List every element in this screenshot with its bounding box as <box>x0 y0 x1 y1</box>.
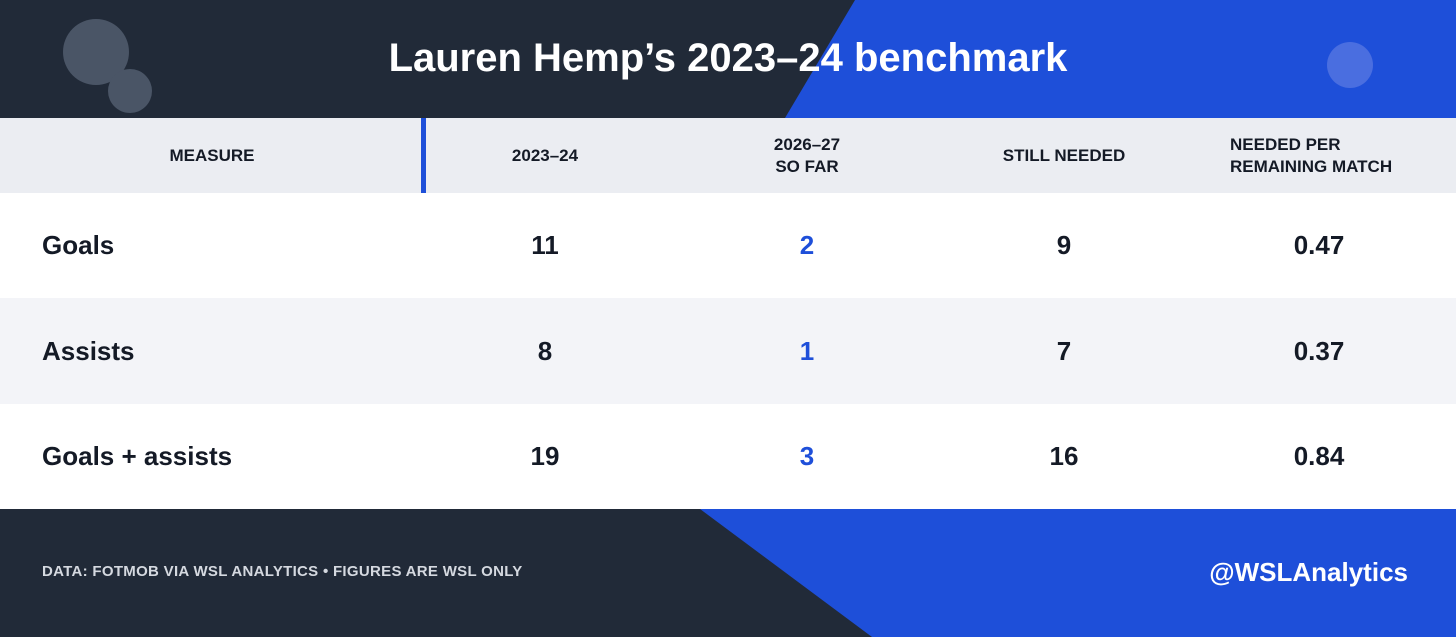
header-line: 2026–27 <box>773 134 841 154</box>
cell-value: 11 <box>531 230 559 260</box>
table-row: Goals + assists 19 3 16 0.84 <box>0 404 1456 509</box>
cell-value: 7 <box>1056 335 1072 366</box>
header-line: REMAINING MATCH <box>1230 156 1393 176</box>
source-note: DATA: FOTMOB VIA WSL ANALYTICS • FIGURES… <box>42 563 523 580</box>
column-header: STILL NEEDED <box>964 118 1164 193</box>
cell-value: 16 <box>1049 441 1079 471</box>
cell-value: 0.37 <box>1293 335 1345 366</box>
cell-value: 8 <box>537 335 553 366</box>
column-header: MEASURE <box>0 118 424 193</box>
row-label: Assists <box>42 335 135 366</box>
header-line: 2023–24 <box>511 145 579 165</box>
cell-value: 0.47 <box>1293 230 1345 260</box>
table-row: Goals 11 2 9 0.47 <box>0 193 1456 298</box>
header-line: STILL NEEDED <box>1002 145 1126 165</box>
row-label: Goals + assists <box>42 441 233 471</box>
column-header: 2026–27 SO FAR <box>707 118 907 193</box>
column-header: 2023–24 <box>445 118 645 193</box>
cell-value: 1 <box>799 335 815 366</box>
cell-value: 2 <box>799 230 815 260</box>
handle: @WSLAnalytics <box>1209 557 1408 587</box>
table-row: Assists 8 1 7 0.37 <box>0 299 1456 404</box>
cell-value: 3 <box>799 441 815 471</box>
title: Lauren Hemp’s 2023–24 benchmark <box>388 36 1068 80</box>
header-line: SO FAR <box>775 156 839 176</box>
cell-value: 0.84 <box>1293 441 1345 471</box>
cell-value: 19 <box>530 441 560 471</box>
cell-value: 9 <box>1056 230 1072 260</box>
column-header: NEEDED PER REMAINING MATCH <box>1230 118 1450 193</box>
row-label: Goals <box>42 230 115 260</box>
header-line: MEASURE <box>169 145 255 165</box>
header-line: NEEDED PER <box>1230 134 1341 154</box>
